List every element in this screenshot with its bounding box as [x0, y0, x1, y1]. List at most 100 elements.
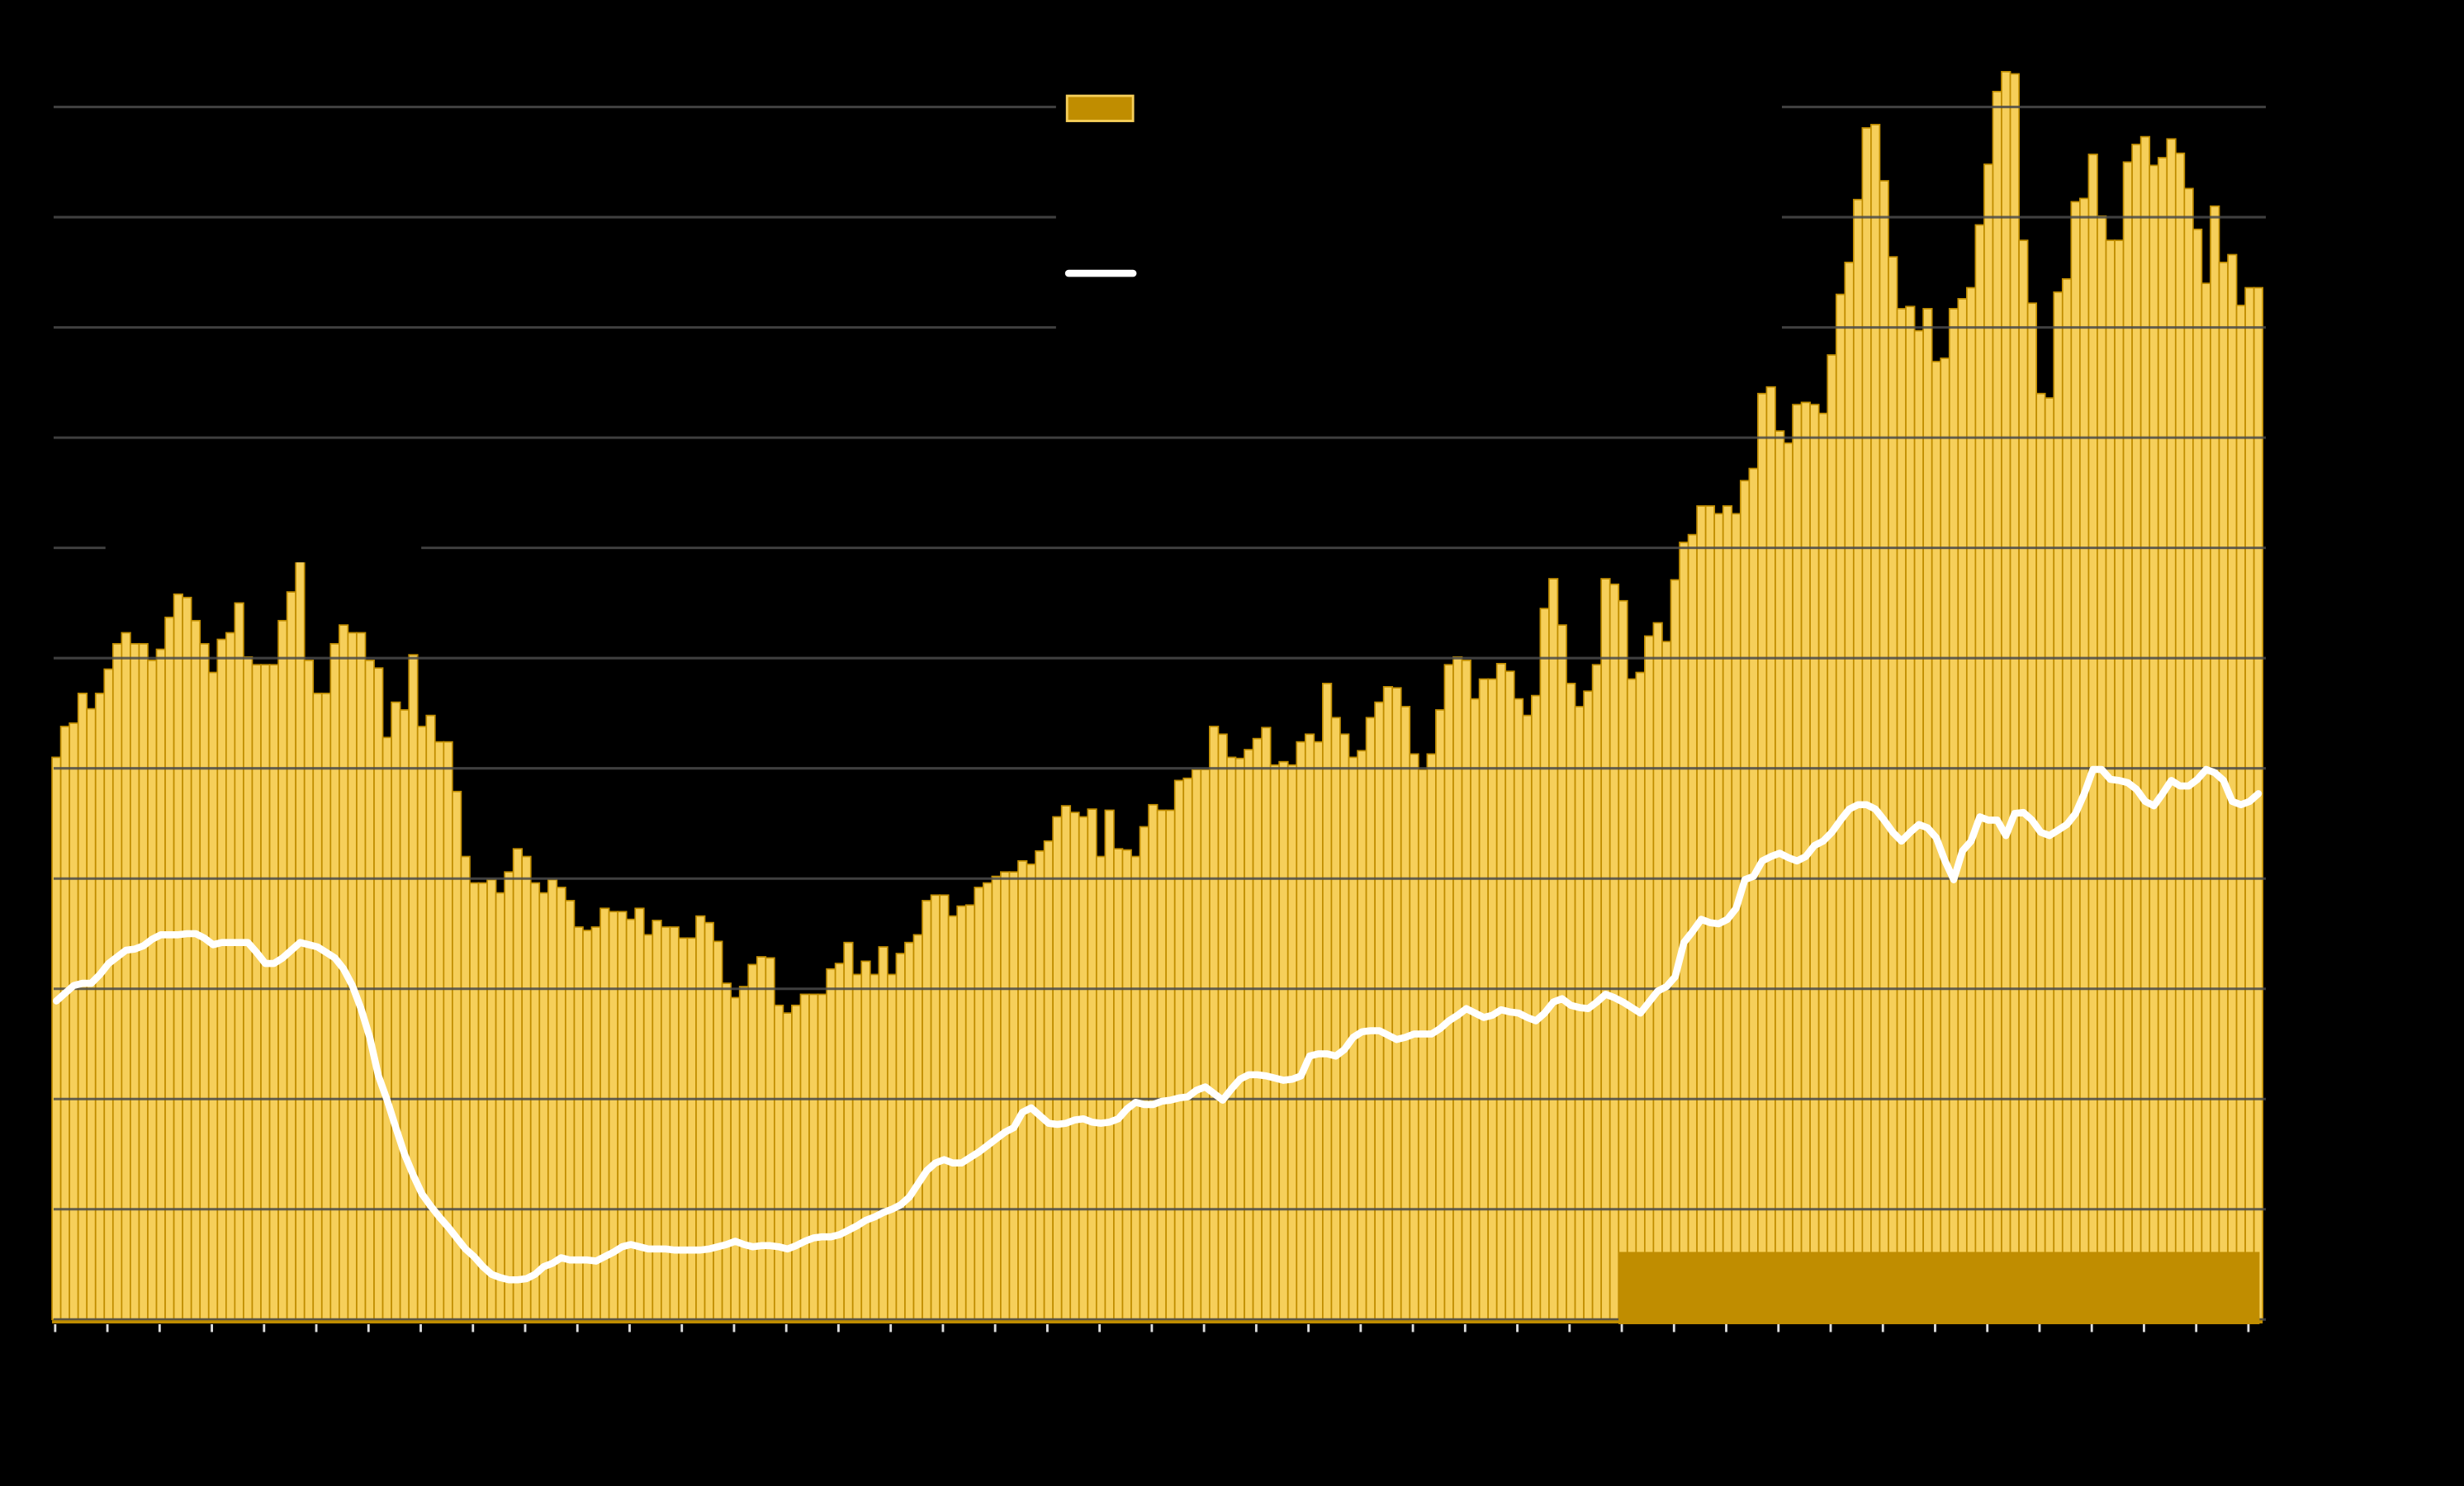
bar: [1591, 664, 1603, 1321]
bar: [1121, 849, 1132, 1321]
bar: [1026, 864, 1036, 1321]
bar: [1139, 826, 1149, 1321]
bar: [477, 882, 488, 1321]
bar: [1696, 505, 1707, 1321]
bar: [1852, 198, 1864, 1321]
bar: [2183, 187, 2194, 1321]
bar: [268, 664, 279, 1321]
bar: [730, 996, 741, 1321]
bar: [1835, 293, 1846, 1321]
bar: [1435, 709, 1446, 1321]
bar: [1313, 741, 1324, 1321]
bar: [982, 882, 993, 1321]
bar: [495, 892, 505, 1321]
bar: [1130, 855, 1141, 1321]
bar: [956, 905, 967, 1321]
bar: [1226, 756, 1237, 1321]
bar: [765, 957, 775, 1321]
bar: [1495, 662, 1507, 1321]
bar: [1052, 816, 1063, 1321]
bar: [895, 953, 906, 1321]
bar: [1574, 706, 1585, 1321]
bar: [2166, 138, 2177, 1321]
bar: [904, 941, 915, 1321]
bar: [1652, 622, 1663, 1321]
bar: [1382, 686, 1394, 1321]
bar: [1992, 91, 2002, 1321]
bar: [1339, 733, 1350, 1321]
bar: [912, 934, 923, 1321]
bar: [808, 993, 819, 1321]
bar: [320, 693, 332, 1321]
bar: [1078, 816, 1089, 1321]
bar: [2001, 70, 2011, 1321]
bar: [1879, 180, 1889, 1321]
bar: [791, 1004, 802, 1321]
bar: [669, 926, 680, 1321]
bar: [1069, 812, 1080, 1321]
bar: [216, 638, 227, 1321]
bar: [642, 934, 654, 1321]
bar: [199, 642, 210, 1321]
bar: [799, 993, 810, 1321]
bar: [1487, 678, 1498, 1321]
bar: [1983, 163, 1994, 1321]
bar: [721, 982, 732, 1321]
bar: [1644, 635, 1655, 1321]
bar: [373, 667, 384, 1321]
bar: [2139, 135, 2151, 1321]
bar: [504, 871, 514, 1321]
bar: [1713, 513, 1724, 1321]
legend-swatch: [1065, 94, 1135, 122]
bar: [1043, 840, 1054, 1321]
bar: [408, 654, 419, 1321]
bar: [1704, 505, 1716, 1321]
bar: [1087, 808, 1097, 1321]
bar: [1922, 308, 1933, 1321]
bar: [1322, 683, 1333, 1321]
bar: [2210, 205, 2220, 1321]
bar: [1113, 848, 1124, 1321]
bar: [1008, 871, 1019, 1321]
bar: [2009, 73, 2020, 1321]
bar: [155, 648, 166, 1321]
bar: [1530, 694, 1542, 1321]
bar: [678, 937, 689, 1321]
bar: [2070, 201, 2081, 1321]
bar: [1148, 803, 1159, 1321]
bar: [1017, 859, 1028, 1321]
bar: [922, 900, 932, 1321]
bar: [756, 956, 767, 1321]
bar: [738, 986, 750, 1321]
bar: [686, 937, 697, 1321]
bar: [1261, 726, 1272, 1321]
bar: [1775, 430, 1785, 1321]
bar: [1286, 764, 1298, 1321]
bar: [625, 918, 637, 1321]
bar: [1618, 599, 1628, 1321]
bar: [251, 664, 262, 1321]
bar: [1940, 357, 1950, 1321]
bar: [425, 714, 436, 1321]
bar: [1974, 224, 1985, 1321]
bar: [1957, 298, 1968, 1321]
bar: [1156, 809, 1168, 1321]
bar: [747, 963, 758, 1321]
bar: [1244, 749, 1254, 1321]
bar: [59, 726, 70, 1321]
bar: [225, 632, 236, 1321]
bar: [1330, 717, 1341, 1321]
bar: [138, 642, 149, 1321]
bar: [652, 920, 662, 1321]
bar: [381, 736, 392, 1321]
bar: [2253, 286, 2264, 1321]
bar: [416, 726, 428, 1321]
bar: [617, 911, 628, 1321]
bar: [887, 973, 898, 1321]
bar: [69, 722, 79, 1321]
bar: [947, 915, 959, 1321]
bar: [1095, 855, 1106, 1321]
bar: [1365, 717, 1376, 1321]
bar: [1888, 256, 1898, 1321]
